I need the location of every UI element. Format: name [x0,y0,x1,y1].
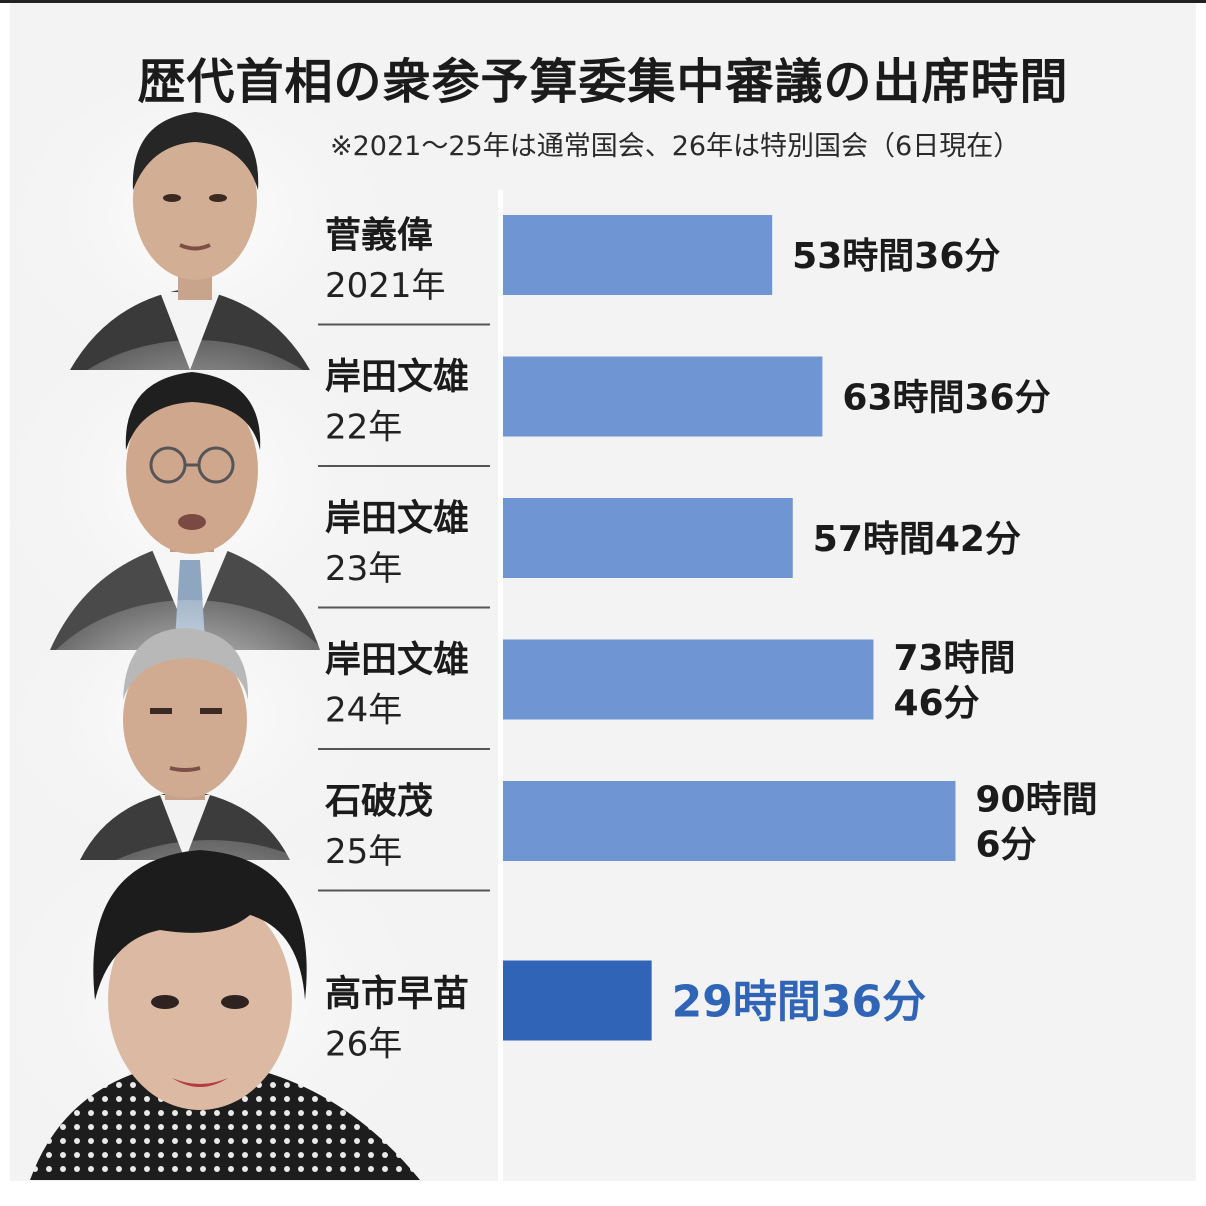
bar [503,960,652,1041]
category-name: 岸田文雄 [325,498,469,539]
category-year: 24年 [325,691,402,731]
ishiba-portrait [20,600,360,860]
value-label: 6分 [975,824,1036,865]
category-year: 25年 [325,832,402,872]
category-year: 26年 [325,1025,402,1065]
bar [503,215,773,295]
bar [503,781,956,861]
chart-subtitle: ※2021～25年は通常国会、26年は特別国会（6日現在） [330,131,1021,162]
axis-line [498,190,503,1190]
value-label: 57時間42分 [813,519,1021,560]
value-label: 90時間 [975,779,1097,820]
chart-title: 歴代首相の衆参予算委集中審議の出席時間 [137,54,1069,110]
bar [503,639,874,720]
category-year: 2021年 [325,266,446,306]
value-label: 46分 [893,683,979,724]
value-label: 73時間 [893,638,1015,679]
category-name: 岸田文雄 [325,357,469,398]
top-border [0,0,1206,3]
value-label: 53時間36分 [792,236,1000,277]
category-year: 23年 [325,549,402,589]
value-label: 63時間36分 [842,377,1050,418]
category-name: 岸田文雄 [325,640,469,681]
takaichi-portrait [10,840,420,1180]
bar [503,498,793,578]
portraits [0,0,500,1206]
suga-portrait [20,80,380,380]
category-name: 石破茂 [325,781,433,822]
value-label: 29時間36分 [672,976,926,1027]
category-year: 22年 [325,408,402,448]
category-name: 高市早苗 [325,974,469,1015]
category-name: 菅義偉 [325,215,433,256]
bar [503,356,823,437]
